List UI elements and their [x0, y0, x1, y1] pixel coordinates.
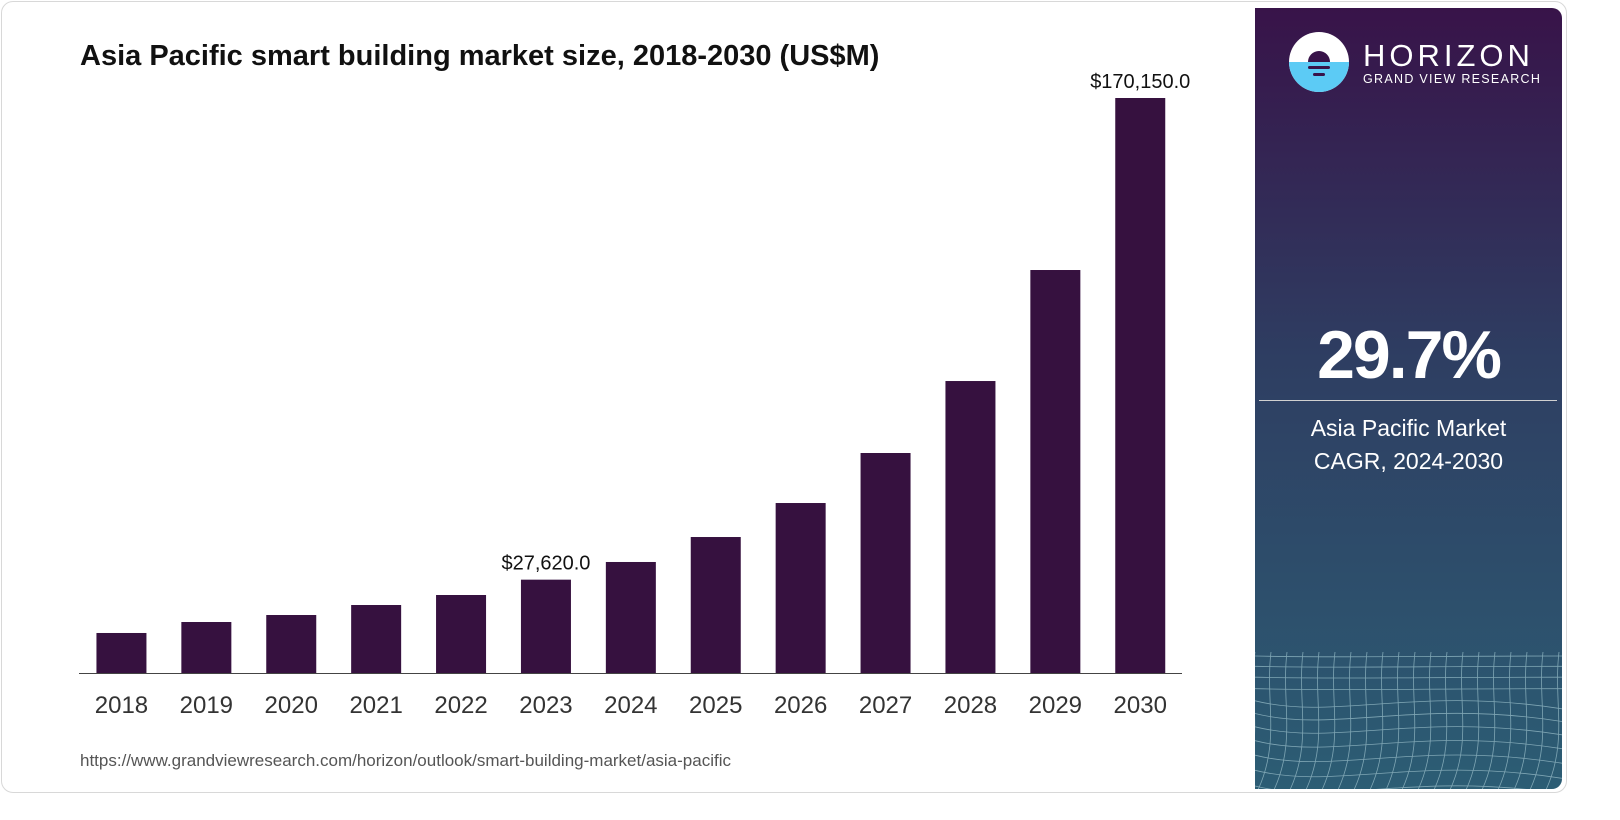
- caption-line-2: CAGR, 2024-2030: [1313, 448, 1504, 474]
- bar-2022: [436, 595, 487, 673]
- x-tick-label: 2029: [1029, 692, 1082, 719]
- x-tick-label: 2022: [434, 692, 487, 719]
- source-url[interactable]: https://www.grandviewresearch.com/horizo…: [80, 751, 731, 770]
- bar-2029: [1030, 270, 1081, 673]
- data-label-2023: $27,620.0: [501, 553, 590, 575]
- x-tick-label: 2025: [689, 692, 742, 719]
- bar-2028: [945, 381, 996, 673]
- bar-2026: [775, 503, 826, 673]
- cagr-value: 29.7%: [1317, 317, 1502, 393]
- cagr-panel: HORIZON GRAND VIEW RESEARCH 29.7% Asia P…: [1255, 8, 1562, 789]
- x-tick-label: 2019: [180, 692, 233, 719]
- bar-2018: [96, 632, 147, 673]
- horizon-logo-icon: [1289, 32, 1349, 92]
- x-tick-label: 2026: [774, 692, 827, 719]
- x-tick-label: 2018: [95, 692, 148, 719]
- chart-title: Asia Pacific smart building market size,…: [80, 40, 880, 72]
- x-tick-label: 2028: [944, 692, 997, 719]
- data-label-2030: $170,150.0: [1090, 71, 1190, 93]
- brand-subtitle: GRAND VIEW RESEARCH: [1363, 72, 1542, 86]
- x-tick-label: 2020: [265, 692, 318, 719]
- bar-2025: [690, 537, 741, 673]
- bar-2021: [351, 605, 402, 673]
- x-tick-label: 2021: [349, 692, 402, 719]
- x-tick-label: 2027: [859, 692, 912, 719]
- cagr-caption: Asia Pacific Market CAGR, 2024-2030: [1255, 412, 1562, 478]
- chart-card: Asia Pacific smart building market size,…: [1, 1, 1567, 793]
- x-tick-label: 2030: [1114, 692, 1167, 719]
- bar-chart: 2018 2019 2020 2021 2022 2023 $27,620.0 2024 202…: [79, 71, 1190, 719]
- bar-2020: [266, 615, 317, 673]
- divider: [1259, 400, 1557, 401]
- bar-2027: [860, 453, 911, 673]
- brand-name: HORIZON: [1363, 38, 1534, 73]
- mesh-decoration: [1255, 652, 1562, 789]
- x-tick-label: 2023: [519, 692, 572, 719]
- bar-2019: [181, 622, 232, 673]
- bar-2030: [1115, 98, 1166, 673]
- x-tick-label: 2024: [604, 692, 657, 719]
- caption-line-1: Asia Pacific Market: [1310, 415, 1507, 441]
- bar-2024: [605, 561, 656, 673]
- bar-2023: [520, 579, 571, 673]
